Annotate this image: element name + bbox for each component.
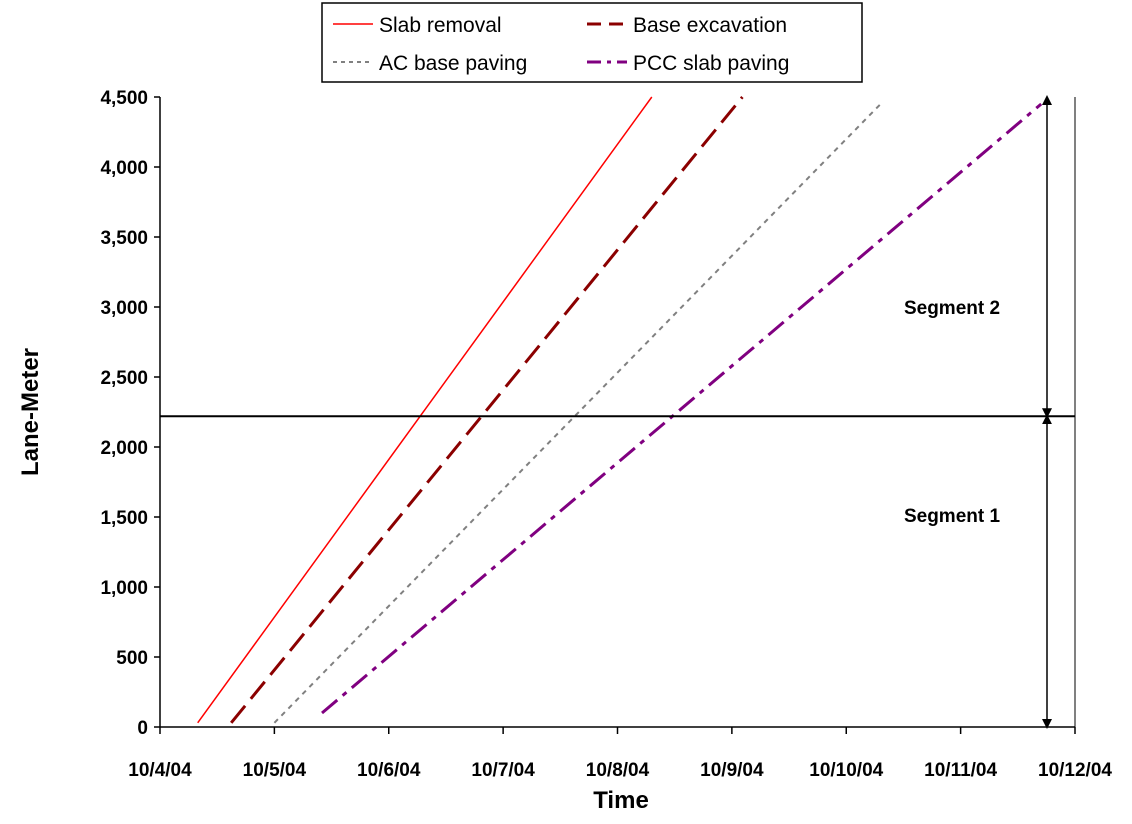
segment-label: Segment 1 <box>904 506 1001 527</box>
y-tick-label: 2,500 <box>100 368 148 389</box>
series-line-3 <box>273 103 882 724</box>
y-tick-label: 500 <box>116 648 148 669</box>
x-tick-label: 10/6/04 <box>357 760 421 781</box>
series-line-1 <box>197 96 653 724</box>
legend-box <box>321 2 863 83</box>
legend-label: PCC slab paving <box>633 52 789 75</box>
x-tick-label: 10/5/04 <box>243 760 307 781</box>
segment-label: Segment 2 <box>904 298 1000 319</box>
y-tick-label: 0 <box>137 718 148 739</box>
legend-label: Base excavation <box>633 14 787 37</box>
y-tick-label: 1,000 <box>100 578 148 599</box>
y-tick-label: 2,000 <box>100 438 148 459</box>
y-axis-title: Lane-Meter <box>17 348 44 476</box>
y-tick-label: 1,500 <box>100 508 148 529</box>
x-tick-label: 10/11/04 <box>924 760 997 781</box>
x-tick-label: 10/9/04 <box>700 760 764 781</box>
x-axis-title: Time <box>593 787 649 814</box>
x-tick-label: 10/7/04 <box>471 760 535 781</box>
x-tick-label: 10/4/04 <box>128 760 192 781</box>
series-line-4 <box>321 102 1043 715</box>
legend-label: Slab removal <box>379 14 502 37</box>
legend: Slab removal Base excavation AC base pavin… <box>321 2 863 83</box>
axes: 0 500 1,000 1,500 2,000 2,500 3,000 3,500 4,000 4… <box>100 88 1112 781</box>
x-tick-label: 10/10/04 <box>809 760 883 781</box>
y-tick-label: 3,500 <box>100 228 148 249</box>
annotation-layer: Segment 2 Segment 1 <box>904 95 1052 729</box>
y-tick-label: 3,000 <box>100 298 148 319</box>
x-tick-label: 10/8/04 <box>586 760 650 781</box>
series-layer <box>197 96 1043 724</box>
legend-label: AC base paving <box>379 52 527 75</box>
y-tick-label: 4,500 <box>100 88 148 109</box>
y-tick-label: 4,000 <box>100 158 148 179</box>
x-tick-label: 10/12/04 <box>1038 760 1112 781</box>
series-line-2 <box>230 96 744 724</box>
